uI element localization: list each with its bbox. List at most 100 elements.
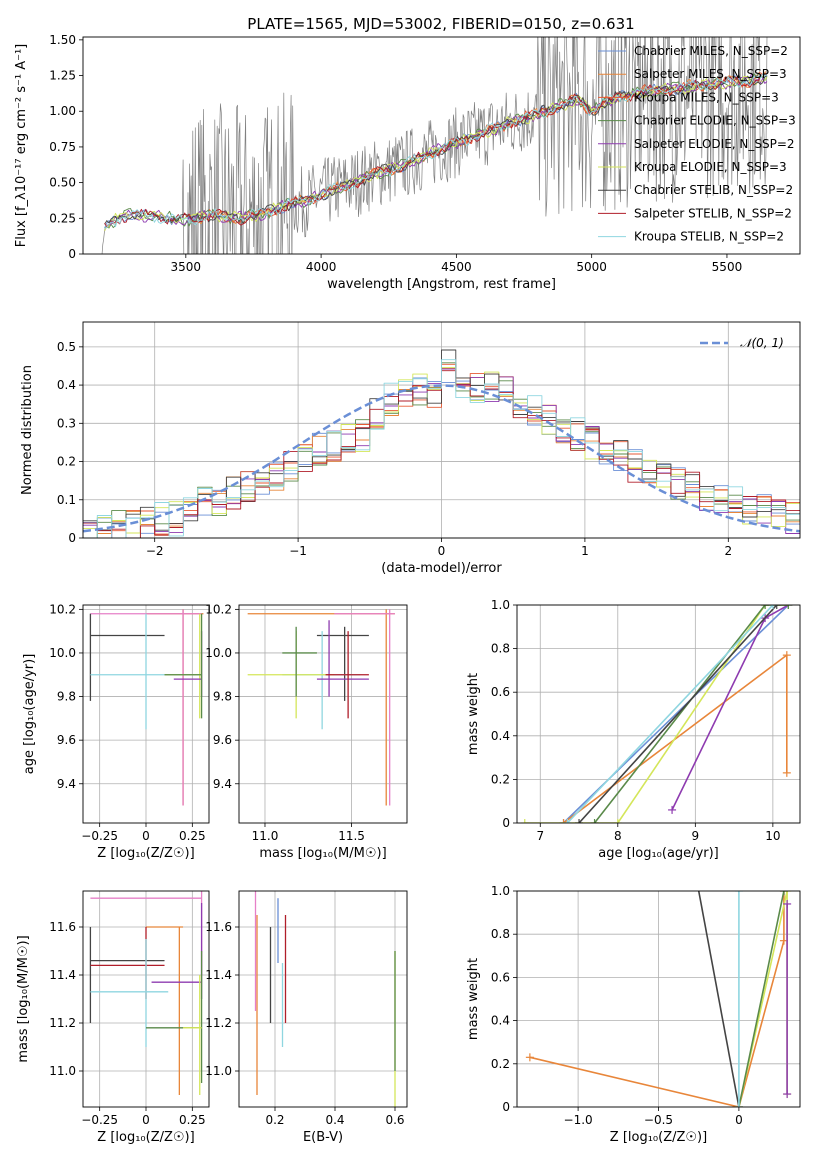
- axes-frame: 3500 4000 4500 5000 5500 0 0.25 0.50 0.75 1.00 1.2…: [14, 33, 801, 292]
- y-tick-label: 0.2: [57, 455, 76, 469]
- y-tick-label: 0.4: [491, 729, 510, 743]
- legend: Chabrier MILES, N_SSP=2 Salpeter MILES, N…: [598, 44, 796, 244]
- legend-entry: Kroupa STELIB, N_SSP=2: [634, 230, 784, 244]
- y-tick-label: 0.4: [57, 378, 76, 392]
- model-line-salpeter_stelib: [104, 73, 768, 228]
- y-axis-label: mass weight: [466, 673, 481, 755]
- y-tick-label: 10.0: [205, 646, 232, 660]
- series-kroupa_stelib: [566, 605, 774, 823]
- histogram-kroupa_stelib: [83, 359, 800, 538]
- x-tick-label: −0.25: [81, 829, 118, 843]
- residuals-panel: −2 −1 0 1 2 0 0.1 0.2 0.3 0.4 0.5 (data-model)/erro…: [20, 321, 801, 576]
- series-chabrier_stelib: [697, 891, 740, 1107]
- x-tick-label: 4000: [306, 260, 337, 274]
- model-line-kroupa_stelib: [104, 73, 768, 229]
- model-line-kroupa_elodie: [104, 76, 768, 232]
- x-tick-label: 8: [614, 829, 622, 843]
- y-tick-label: 0.8: [491, 927, 510, 941]
- axes-box: [82, 36, 801, 255]
- grid: [239, 605, 407, 823]
- x-axis-label: (data-model)/error: [381, 561, 502, 576]
- legend-entry: 𝒩(0, 1): [740, 336, 784, 350]
- y-tick-label: 0: [68, 247, 76, 261]
- x-axis-label: age [log₁₀(age/yr)]: [598, 846, 719, 861]
- y-axis-label: age [log₁₀(age/yr)]: [22, 654, 37, 775]
- x-tick-label: −1: [289, 544, 307, 558]
- y-tick-label: 11.2: [205, 1016, 232, 1030]
- series-chabrier_elodie: [593, 605, 789, 823]
- x-axis-label: Z [log₁₀(Z/Z☉)]: [97, 1130, 194, 1145]
- x-tick-label: −0.5: [644, 1113, 673, 1127]
- x-tick-label: 5000: [576, 260, 607, 274]
- x-tick-label: −1.0: [564, 1113, 593, 1127]
- y-tick-label: 0.1: [57, 493, 76, 507]
- y-tick-label: 0.3: [57, 416, 76, 430]
- y-tick-label: 0.4: [491, 1014, 510, 1028]
- x-tick-label: 0: [438, 544, 446, 558]
- y-tick-label: 10.2: [205, 602, 232, 616]
- y-tick-label: 0.2: [491, 772, 510, 786]
- axes-frame: −2 −1 0 1 2 0 0.1 0.2 0.3 0.4 0.5 (data-model)/erro…: [20, 321, 801, 576]
- plot-area: [254, 891, 396, 1107]
- y-tick-label: 9.6: [57, 733, 76, 747]
- x-tick-label: 10: [765, 829, 780, 843]
- x-tick-label: 0.25: [179, 829, 206, 843]
- series-chabrier_stelib: [578, 605, 778, 823]
- age-vs-mass-panel: 11.0 11.5 9.4 9.6 9.8 10.0 10.2 mass [log₁₀(M/M…: [205, 602, 408, 861]
- x-tick-label: 11.5: [338, 829, 365, 843]
- y-tick-label: 0.2: [491, 1057, 510, 1071]
- legend-entry: Salpeter MILES, N_SSP=3: [634, 67, 787, 81]
- legend-entry: Salpeter ELODIE, N_SSP=2: [634, 137, 795, 151]
- spectrum-panel: 3500 4000 4500 5000 5500 0 0.25 0.50 0.75 1.00 1.2…: [14, 33, 801, 292]
- y-tick-label: 0.25: [49, 211, 76, 225]
- plot-area: [101, 37, 768, 254]
- weight-vs-z-panel: −1.0 −0.5 0 0 0.2 0.4 0.6 0.8 1.0 Z [log₁₀(Z/Z☉)]…: [466, 884, 801, 1145]
- axes-frame: 0.2 0.4 0.6 11.0 11.2 11.4 11.6 E(B-V): [205, 890, 408, 1145]
- y-tick-label: 11.4: [205, 968, 232, 982]
- plot-area: [247, 609, 395, 806]
- y-axis-label: Flux [f_λ10⁻¹⁷ erg cm⁻² s⁻¹ A⁻¹]: [14, 44, 29, 248]
- x-tick-label: 0.25: [179, 1113, 206, 1127]
- y-tick-label: 9.4: [57, 777, 76, 791]
- plot-area: [520, 605, 793, 823]
- y-tick-label: 11.6: [49, 920, 76, 934]
- y-tick-label: 0.6: [491, 685, 510, 699]
- y-tick-label: 11.0: [205, 1064, 232, 1078]
- legend-entry: Kroupa ELODIE, N_SSP=3: [634, 160, 787, 174]
- y-tick-label: 1.0: [491, 598, 510, 612]
- x-tick-label: 2: [724, 544, 732, 558]
- y-tick-label: 0.50: [49, 176, 76, 190]
- x-axis-label: wavelength [Angstrom, rest frame]: [327, 277, 556, 292]
- axes-frame: −0.25 0 0.25 11.0 11.2 11.4 11.6 Z [log₁₀(Z/Z☉)…: [16, 890, 210, 1145]
- y-tick-label: 0.75: [49, 140, 76, 154]
- x-axis-label: mass [log₁₀(M/M☉)]: [259, 846, 386, 861]
- x-tick-label: 0: [735, 1113, 743, 1127]
- y-tick-label: 1.00: [49, 104, 76, 118]
- axes-box: [516, 604, 801, 824]
- y-tick-label: 11.0: [49, 1064, 76, 1078]
- weight-vs-age-panel: 7 8 9 10 0 0.2 0.4 0.6 0.8 1.0 age [log₁₀(age/yr)]…: [466, 598, 801, 861]
- x-tick-label: 0.6: [385, 1113, 404, 1127]
- y-tick-label: 11.4: [49, 968, 76, 982]
- x-tick-label: 0.2: [265, 1113, 284, 1127]
- x-tick-label: 3500: [171, 260, 202, 274]
- x-tick-label: 4500: [441, 260, 472, 274]
- x-axis-label: Z [log₁₀(Z/Z☉)]: [97, 846, 194, 861]
- legend-entry: Chabrier STELIB, N_SSP=2: [634, 183, 793, 197]
- y-tick-label: 10.2: [49, 602, 76, 616]
- mass-vs-ebv-panel: 0.2 0.4 0.6 11.0 11.2 11.4 11.6 E(B-V): [205, 890, 408, 1145]
- plot-area: [83, 349, 800, 538]
- axes-frame: 7 8 9 10 0 0.2 0.4 0.6 0.8 1.0 age [log₁₀(age/yr)]…: [466, 598, 801, 861]
- x-tick-label: 11.0: [252, 829, 279, 843]
- series-salpeter_miles: [529, 891, 785, 1107]
- y-tick-label: 9.4: [213, 777, 232, 791]
- y-tick-label: 1.50: [49, 33, 76, 47]
- plot-area: [89, 609, 204, 806]
- y-axis-label: Normed distribution: [20, 365, 35, 495]
- axes-box: [238, 890, 408, 1108]
- normal-curve: [83, 384, 800, 533]
- y-axis-label: mass [log₁₀(M/M☉)]: [16, 935, 31, 1062]
- y-axis-label: mass weight: [466, 958, 481, 1040]
- axes-frame: 11.0 11.5 9.4 9.6 9.8 10.0 10.2 mass [log₁₀(M/M…: [205, 602, 408, 861]
- legend-entry: Chabrier MILES, N_SSP=2: [634, 44, 788, 58]
